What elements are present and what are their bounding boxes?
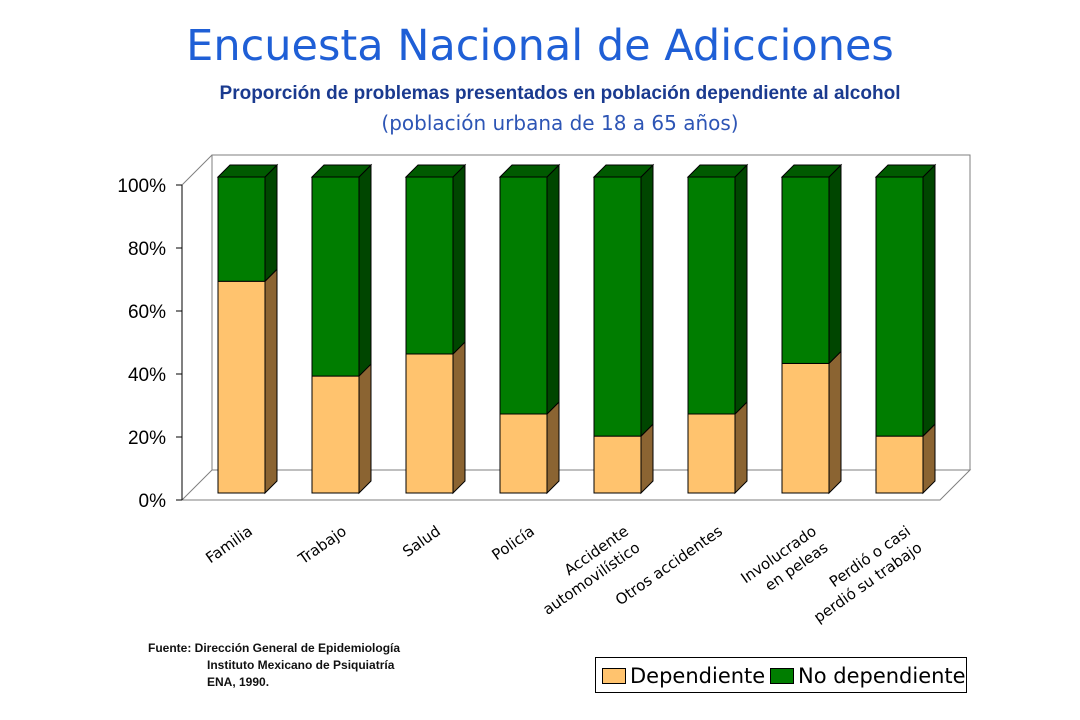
bar-dependiente (405, 353, 454, 494)
x-tick-label-line: Trabajo (294, 522, 350, 569)
y-tick-label: 0% (139, 491, 167, 512)
bar-top (780, 164, 843, 178)
bar-no-dependiente-side (734, 163, 748, 416)
bar-no-dependiente-side (264, 163, 278, 283)
bar-no-dependiente (593, 176, 642, 437)
bar-top (592, 164, 655, 178)
bar-dependiente-side (734, 400, 748, 495)
bar-no-dependiente (217, 176, 266, 282)
bar-dependiente (217, 280, 266, 494)
bar-dependiente-side (264, 268, 278, 495)
bar-top (216, 164, 279, 178)
bar-dependiente (311, 375, 360, 494)
x-tick-label-line: Policía (488, 522, 537, 564)
source-line-3: ENA, 1990. (207, 675, 270, 689)
bar-dependiente (499, 413, 548, 494)
bar-dependiente-side (546, 400, 560, 495)
y-axis: 0% 20% 40% 60% 80% 100% (117, 176, 183, 512)
bar-dependiente (781, 362, 830, 494)
x-tick-label-line: Familia (202, 522, 256, 567)
y-tick-label: 80% (128, 239, 166, 260)
y-tick-label: 40% (128, 365, 166, 386)
bar-top (498, 164, 561, 178)
side-wall-top-edge (181, 154, 213, 186)
legend-swatch-dependiente (602, 667, 626, 684)
x-tick-label-line: Salud (399, 522, 444, 561)
x-tick-label: Policía (488, 522, 537, 564)
bar-no-dependiente-side (546, 163, 560, 416)
bar-dependiente (593, 435, 642, 494)
bar-top (310, 164, 373, 178)
bar-dependiente (875, 435, 924, 494)
y-tick-label: 60% (128, 302, 166, 323)
bar-dependiente-side (828, 350, 842, 495)
source-note: Fuente: Dirección General de Epidemiolog… (148, 640, 400, 691)
bar-no-dependiente-side (640, 163, 654, 438)
bar-no-dependiente-side (358, 163, 372, 378)
bar-no-dependiente (781, 176, 830, 364)
y-tick-label: 100% (117, 176, 166, 197)
legend-item-no-dependiente: No dependiente (770, 663, 966, 689)
x-tick-label: Familia (202, 522, 256, 567)
chart-title: Encuesta Nacional de Adicciones (186, 21, 894, 71)
legend-label-dependiente: Dependiente (630, 664, 766, 688)
bar-no-dependiente (499, 176, 548, 415)
plot-frame (180, 154, 972, 501)
bar-no-dependiente-side (828, 163, 842, 365)
bar-top (686, 164, 749, 178)
x-tick-label: Salud (399, 522, 444, 561)
source-line-2: Instituto Mexicano de Psiquiatría (207, 658, 395, 672)
x-tick-label: Trabajo (294, 522, 350, 569)
bar-top (874, 164, 937, 178)
y-tick-label: 20% (128, 428, 166, 449)
floor (180, 469, 972, 501)
bar-dependiente-side (452, 340, 466, 495)
x-axis-labels: Familia Trabajo Salud Policía Accidenteautom… (202, 522, 925, 626)
source-line-1: Fuente: Dirección General de Epidemiolog… (148, 641, 401, 655)
bar-no-dependiente-side (452, 163, 466, 356)
legend-swatch-no-dependiente (770, 667, 794, 684)
chart-subtitle-population: (población urbana de 18 a 65 años) (381, 111, 739, 135)
bar-top (404, 164, 467, 178)
bar-no-dependiente (875, 176, 924, 437)
legend-label-no-dependiente: No dependiente (798, 664, 966, 688)
legend: Dependiente No dependiente (595, 657, 967, 693)
bar-dependiente-side (358, 362, 372, 495)
bar-no-dependiente (405, 176, 454, 355)
legend-item-dependiente: Dependiente (602, 663, 765, 689)
bar-dependiente (687, 413, 736, 494)
chart-subtitle: Proporción de problemas presentados en p… (219, 83, 901, 104)
bar-no-dependiente (687, 176, 736, 415)
bar-no-dependiente-side (922, 163, 936, 438)
bar-no-dependiente (311, 176, 360, 377)
bars-group (216, 163, 937, 495)
